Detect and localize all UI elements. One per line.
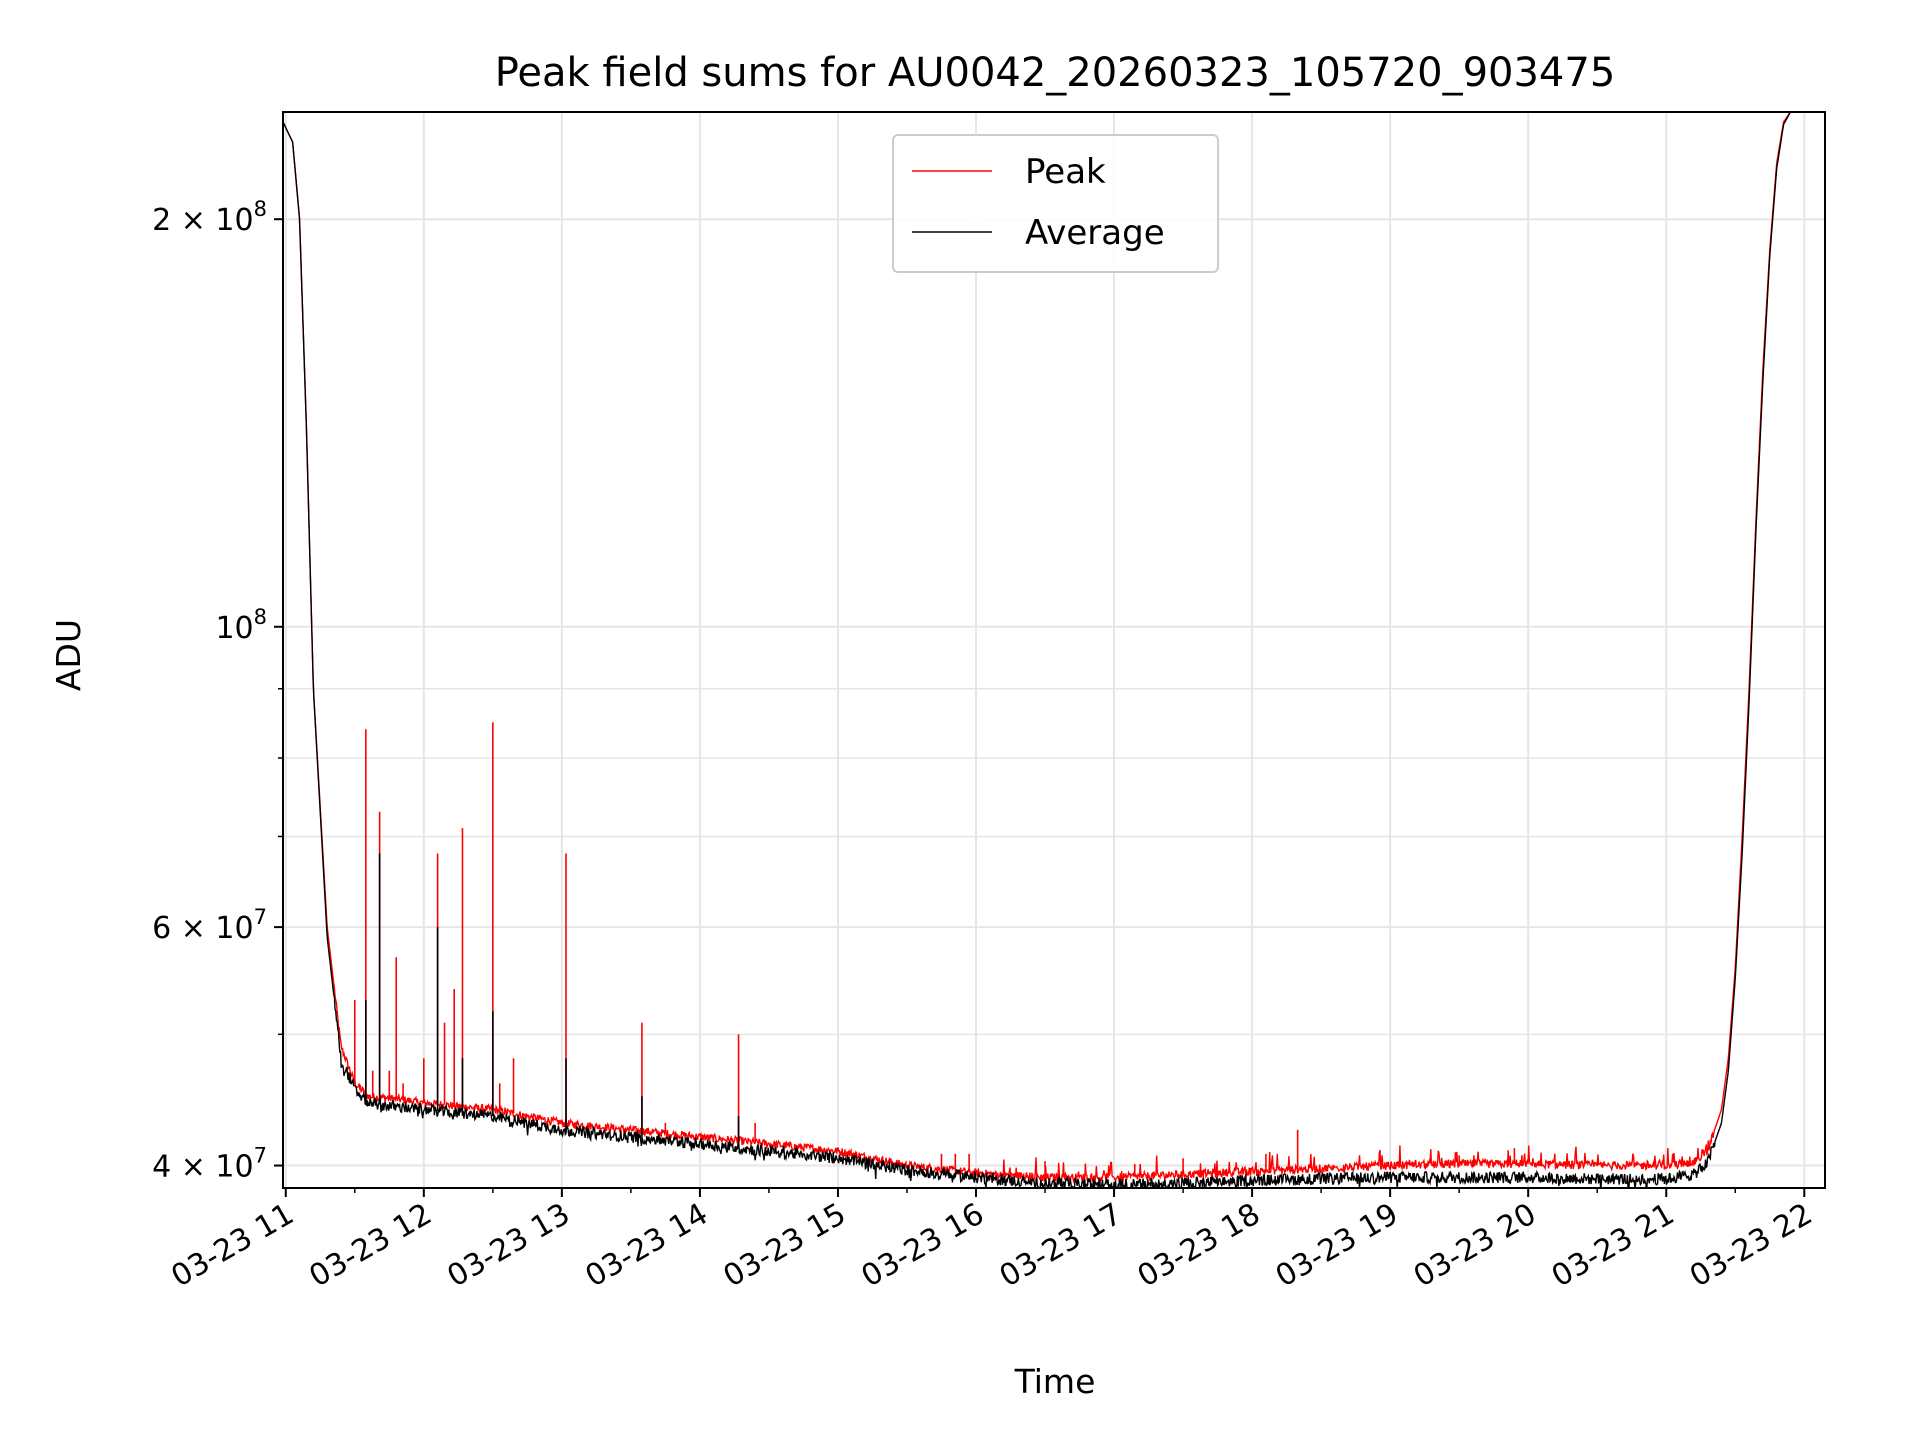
series-line-average xyxy=(283,112,1792,1188)
y-tick-label: 2 × 108 xyxy=(152,197,267,238)
series-line-peak xyxy=(283,112,1792,1184)
series-layer xyxy=(283,112,1792,1188)
legend: Peak Average xyxy=(892,134,1219,273)
y-tick-exponent: 8 xyxy=(254,605,267,629)
legend-box xyxy=(892,134,1219,273)
legend-label-average: Average xyxy=(1025,213,1165,253)
y-tick-mantissa: 2 × 10 xyxy=(152,203,253,238)
y-tick-label: 108 xyxy=(215,605,267,646)
x-axis-title: Time xyxy=(1014,1362,1096,1401)
y-tick-mantissa: 6 × 10 xyxy=(152,911,253,946)
y-tick-label: 6 × 107 xyxy=(152,905,267,946)
legend-label-peak: Peak xyxy=(1025,152,1106,192)
plot-background xyxy=(283,112,1825,1188)
y-tick-label: 4 × 107 xyxy=(152,1144,267,1185)
y-tick-exponent: 8 xyxy=(254,197,267,221)
y-tick-exponent: 7 xyxy=(254,1144,267,1168)
plot-frame xyxy=(282,111,1826,1189)
y-tick-exponent: 7 xyxy=(254,905,267,929)
grid-lines xyxy=(283,112,1825,1188)
chart-title: Peak field sums for AU0042_20260323_1057… xyxy=(495,50,1616,96)
plot-area xyxy=(282,111,1826,1189)
y-tick-mantissa: 10 xyxy=(215,611,253,646)
y-axis-title: ADU xyxy=(49,619,88,691)
y-tick-mantissa: 4 × 10 xyxy=(152,1150,253,1185)
